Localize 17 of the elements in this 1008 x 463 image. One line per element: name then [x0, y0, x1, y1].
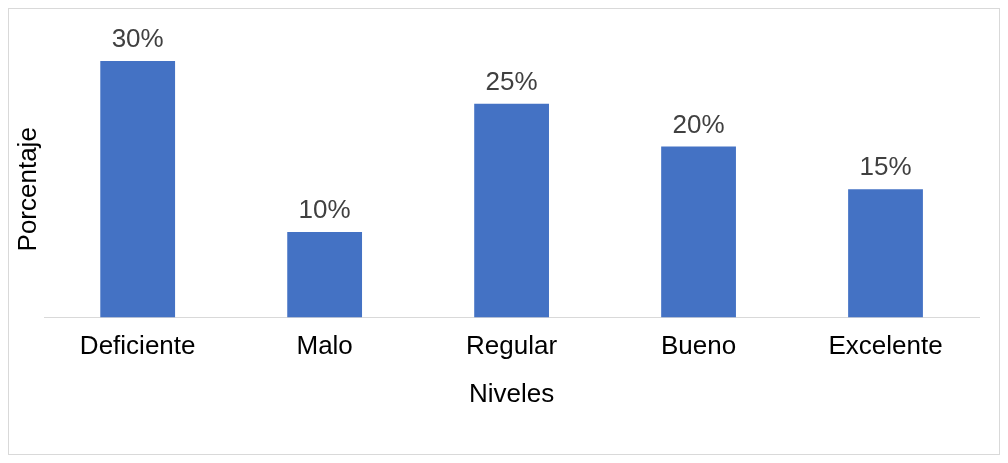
data-label: 15% — [859, 151, 912, 182]
data-label: 20% — [672, 108, 725, 139]
bar — [848, 189, 923, 318]
data-label: 30% — [111, 23, 164, 54]
bar — [661, 146, 736, 318]
x-tick-label: Malo — [296, 330, 353, 361]
bar — [287, 232, 363, 318]
bar — [100, 61, 176, 318]
y-axis-title: Porcentaje — [11, 127, 42, 252]
x-tick-label: Regular — [466, 330, 558, 361]
bar — [474, 103, 549, 318]
x-axis-title: Niveles — [468, 377, 555, 408]
x-tick-label: Bueno — [660, 330, 737, 361]
x-tick-label: Deficiente — [79, 330, 196, 361]
data-label: 10% — [298, 194, 351, 225]
data-label: 25% — [485, 65, 538, 96]
x-tick-label: Excelente — [828, 330, 943, 361]
